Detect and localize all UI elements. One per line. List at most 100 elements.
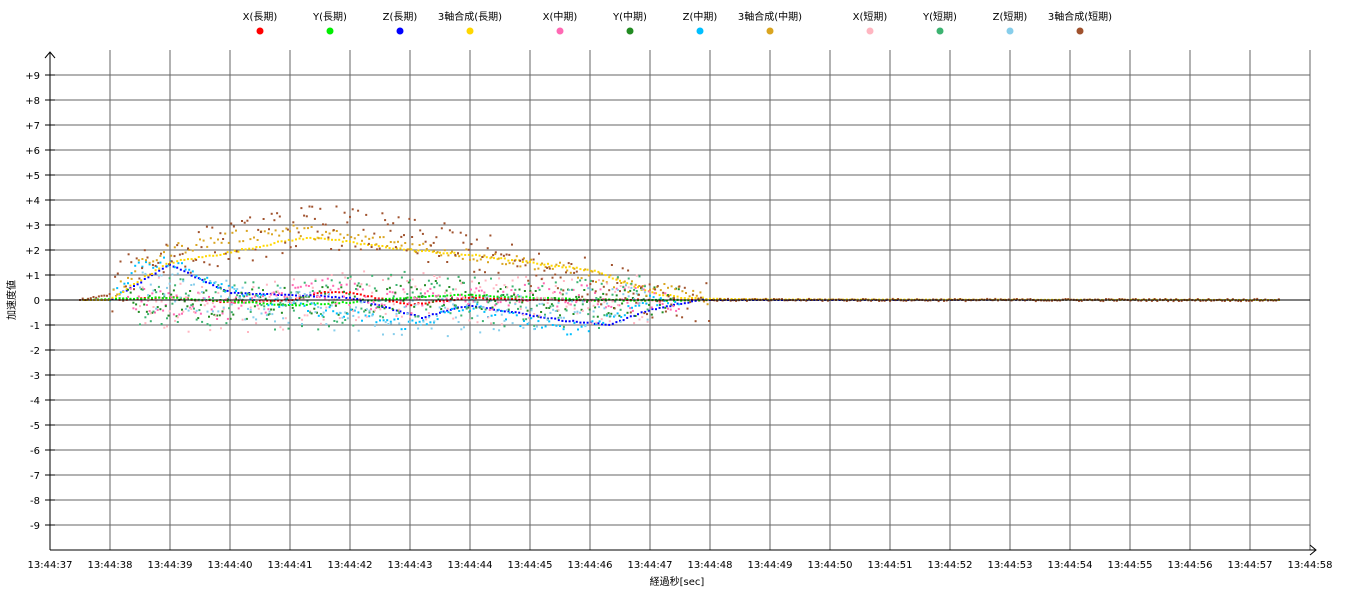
data-point [624, 297, 627, 300]
data-point [143, 249, 146, 252]
data-point [517, 276, 519, 279]
data-point [356, 300, 359, 303]
data-point [1177, 300, 1180, 302]
data-point [275, 294, 278, 297]
data-point [461, 309, 464, 312]
data-point [463, 296, 465, 299]
data-point [265, 283, 268, 286]
data-point [541, 326, 543, 329]
data-point [453, 294, 456, 296]
data-point [506, 293, 509, 296]
data-point [442, 252, 445, 255]
data-point [705, 298, 708, 301]
data-point [125, 288, 128, 291]
data-point [1121, 298, 1124, 301]
data-point [1132, 298, 1134, 301]
data-point [870, 299, 873, 302]
data-point [453, 251, 456, 254]
data-point [162, 309, 165, 312]
data-point [575, 266, 578, 269]
data-point [244, 292, 247, 295]
data-point [421, 232, 424, 235]
data-point [141, 267, 144, 270]
data-point [216, 265, 219, 268]
legend-item[interactable]: X(中期) [543, 10, 578, 35]
data-point [554, 281, 557, 284]
data-point [754, 298, 756, 301]
x-axis-arrow [1309, 544, 1317, 556]
data-point [406, 248, 409, 251]
data-point [134, 264, 137, 267]
legend-item[interactable]: 3軸合成(中期) [738, 10, 802, 35]
data-point [550, 264, 553, 267]
data-point [473, 300, 476, 303]
data-point [116, 287, 119, 290]
data-point [373, 309, 376, 312]
data-point [422, 319, 425, 322]
data-point [147, 274, 150, 277]
data-point [605, 293, 608, 296]
data-point [600, 303, 603, 306]
legend-item[interactable]: Y(長期) [312, 11, 347, 35]
data-point [519, 295, 522, 298]
data-point [527, 279, 530, 282]
data-point [483, 291, 486, 294]
data-point [905, 299, 908, 302]
data-point [602, 321, 605, 324]
data-point [464, 291, 467, 293]
data-point [148, 294, 151, 297]
data-point [529, 296, 531, 299]
data-point [92, 296, 95, 298]
data-point [203, 261, 206, 264]
data-point [471, 317, 474, 320]
data-point [403, 270, 406, 273]
data-point [149, 283, 152, 286]
data-point [334, 301, 337, 304]
data-point [621, 302, 624, 305]
data-point [360, 283, 363, 286]
data-point [637, 293, 640, 296]
data-point [608, 320, 611, 323]
legend-item[interactable]: Z(短期) [993, 10, 1028, 35]
data-point [141, 258, 144, 260]
data-point [255, 294, 258, 297]
data-point [331, 291, 333, 294]
data-point [176, 316, 179, 319]
data-point [500, 309, 503, 312]
data-point [305, 295, 308, 298]
data-point [517, 307, 519, 310]
legend-marker [326, 27, 334, 35]
data-point [422, 295, 425, 298]
data-point [286, 296, 289, 299]
legend-item[interactable]: X(短期) [853, 10, 888, 35]
legend-item[interactable]: Z(長期) [383, 11, 418, 35]
data-point [276, 297, 279, 300]
data-point [655, 292, 657, 295]
data-point [587, 330, 590, 333]
data-point [245, 229, 248, 232]
legend-item[interactable]: X(長期) [243, 11, 278, 35]
data-point [398, 312, 401, 314]
data-point [1248, 299, 1251, 302]
legend-item[interactable]: Y(短期) [922, 10, 957, 35]
data-point [584, 325, 587, 328]
data-point [155, 307, 158, 310]
data-point [542, 282, 545, 285]
legend-label: 3軸合成(短期) [1048, 10, 1112, 23]
legend-item[interactable]: 3軸合成(短期) [1048, 10, 1112, 35]
data-point [502, 254, 505, 257]
data-point [308, 205, 311, 208]
data-point [262, 289, 264, 292]
data-point [190, 284, 193, 286]
legend-item[interactable]: Z(中期) [683, 10, 718, 35]
data-point [604, 323, 607, 326]
data-point [530, 307, 533, 310]
legend-item[interactable]: 3軸合成(長期) [438, 10, 502, 35]
legend-label: Y(長期) [312, 11, 347, 23]
data-point [201, 286, 204, 288]
data-point [298, 294, 301, 297]
legend-item[interactable]: Y(中期) [612, 10, 647, 35]
data-point [601, 323, 603, 326]
data-point [468, 319, 471, 322]
data-point [433, 321, 435, 324]
